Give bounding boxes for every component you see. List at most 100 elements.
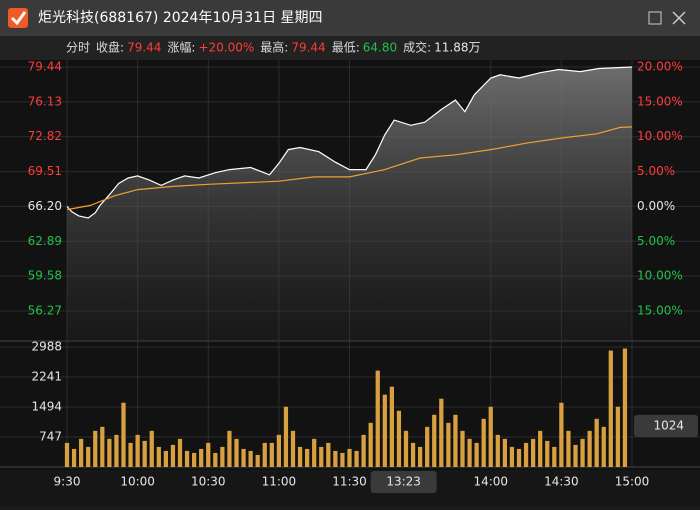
volume-bar (71, 448, 77, 467)
volume-bar (227, 430, 232, 467)
volume-bar (474, 442, 479, 467)
volume-bar (481, 418, 486, 467)
volume-bar (135, 434, 140, 467)
volume-bar (241, 448, 246, 467)
volume-bar (255, 454, 260, 467)
volume-bar (107, 438, 112, 467)
volume-bar (234, 438, 239, 467)
volume-bar (425, 426, 430, 467)
volume-bar (523, 442, 529, 467)
volume-bar (495, 434, 500, 467)
app-icon (8, 8, 28, 28)
info-value: +20.00% (198, 41, 254, 55)
maximize-button[interactable] (648, 11, 662, 25)
y2-tick-label: 20.00% (637, 60, 683, 74)
volume-bar (64, 442, 70, 467)
volume-bar (538, 430, 543, 467)
volume-bar (559, 402, 564, 467)
volume-bar (100, 426, 105, 467)
volume-bar (114, 434, 119, 467)
volume-bar (79, 438, 84, 467)
y-tick-label: 747 (39, 430, 62, 444)
info-bar (0, 36, 700, 60)
y2-tick-label: 5.00% (637, 234, 675, 248)
volume-bar (545, 440, 550, 467)
volume-bar (156, 446, 161, 467)
y-tick-label: 2988 (31, 340, 62, 354)
info-label: 收盘: (96, 40, 124, 55)
x-tick-label: 14:00 (473, 475, 508, 489)
volume-bar (149, 430, 154, 467)
info-value: 64.80 (363, 41, 397, 55)
volume-bar (552, 446, 557, 467)
cursor-volume-label: 1024 (653, 418, 684, 432)
volume-bar (354, 450, 359, 467)
y2-tick-label: 10.00% (637, 129, 683, 143)
y2-tick-label: 0.00% (637, 199, 675, 213)
volume-bar (297, 446, 303, 467)
volume-bar (432, 414, 437, 467)
info-value: 79.44 (291, 41, 325, 55)
volume-bar (467, 438, 472, 467)
x-tick-label: 10:00 (120, 475, 155, 489)
x-tick-label: 11:00 (262, 475, 297, 489)
volume-bar (594, 418, 599, 467)
volume-bar (509, 446, 515, 467)
info-value: 11.88万 (434, 41, 480, 55)
info-label: 最低: (332, 41, 360, 55)
volume-bar (580, 438, 585, 467)
volume-bar (184, 450, 190, 467)
volume-bar (248, 450, 253, 467)
volume-bar (177, 438, 183, 467)
volume-bar (290, 430, 296, 467)
volume-bar (418, 446, 423, 467)
volume-bar (86, 446, 91, 467)
info-label: 分时 (66, 41, 90, 55)
volume-bar (516, 448, 522, 467)
y2-tick-label: 10.00% (637, 269, 683, 283)
volume-bar (615, 406, 620, 467)
cursor-time-label: 13:23 (386, 475, 421, 489)
title: 炬光科技(688167) 2024年10月31日 星期四 (38, 10, 323, 26)
volume-bar (305, 448, 310, 467)
volume-bar (361, 434, 366, 467)
volume-bar (460, 430, 465, 467)
volume-bar (403, 430, 409, 467)
volume-bar (368, 422, 373, 467)
y2-tick-label: 5.00% (637, 164, 675, 178)
volume-bar (375, 370, 380, 467)
y-tick-label: 1494 (31, 400, 62, 414)
x-tick-label: 14:30 (544, 475, 579, 489)
volume-bar (319, 446, 324, 467)
volume-bar (608, 350, 613, 467)
volume-bar (347, 448, 352, 467)
x-tick-label: 9:30 (54, 475, 81, 489)
volume-bar (439, 398, 444, 467)
volume-bar (396, 410, 402, 467)
info-label: 最高: (260, 40, 288, 55)
volume-bar (213, 452, 218, 467)
volume-bar (128, 442, 133, 467)
info-label: 成交: (403, 40, 431, 55)
volume-bar (326, 442, 331, 467)
volume-bar (283, 406, 289, 467)
y-tick-label: 76.13 (28, 94, 62, 108)
volume-bar (340, 452, 345, 467)
volume-bar (262, 442, 267, 467)
volume-bar (220, 446, 225, 467)
x-tick-label: 11:30 (332, 475, 367, 489)
volume-bar (142, 440, 147, 467)
info-row: 分时 收盘: 79.44 涨幅: +20.00% 最高: 79.44 最低: 64.80 成交: 1… (66, 40, 481, 55)
y2-tick-label: 15.00% (637, 304, 683, 318)
volume-bar (566, 430, 571, 467)
close-button[interactable] (672, 11, 686, 25)
volume-bar (276, 434, 281, 467)
y-tick-label: 72.82 (28, 129, 62, 143)
volume-bar (170, 444, 176, 467)
volume-bar (573, 444, 578, 467)
volume-bar (333, 450, 338, 467)
volume-bar (488, 406, 493, 467)
volume-bar (502, 438, 507, 467)
y-tick-label: 2241 (31, 370, 62, 384)
